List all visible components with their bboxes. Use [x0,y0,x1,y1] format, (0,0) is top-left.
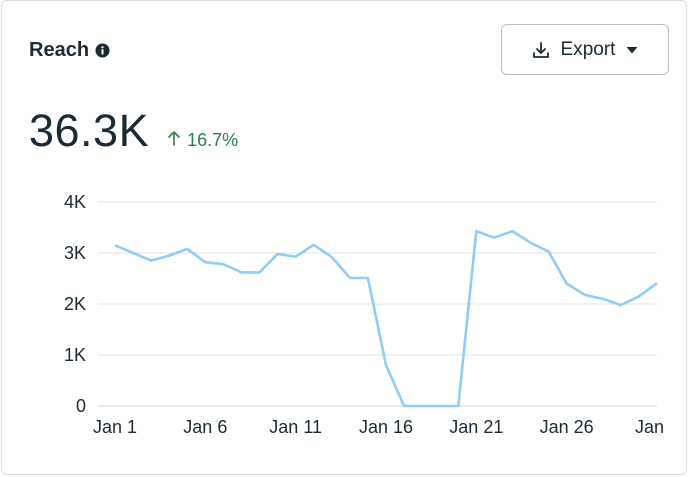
data-point[interactable] [581,291,589,299]
data-point[interactable] [635,292,643,300]
data-point[interactable] [219,260,227,268]
data-point[interactable] [617,301,625,309]
y-tick-label: 2K [64,294,86,314]
export-button[interactable]: Export [501,24,669,75]
export-label: Export [560,38,616,60]
data-point[interactable] [508,227,516,235]
data-point[interactable] [418,402,426,410]
data-point[interactable] [274,250,282,258]
download-icon [531,40,551,60]
x-tick-label: Jan 6 [183,417,227,437]
data-point[interactable] [147,257,155,265]
data-point[interactable] [490,234,498,242]
data-point[interactable] [436,402,444,410]
y-tick-label: 3K [64,243,86,263]
x-tick-label: Jan 11 [269,417,322,437]
data-point[interactable] [563,280,571,288]
info-circle-icon[interactable] [95,43,110,58]
data-point[interactable] [111,241,119,249]
data-point[interactable] [129,249,137,257]
data-point[interactable] [165,252,173,260]
data-point[interactable] [653,279,661,287]
delta-indicator: 16.7% [167,130,238,151]
data-point[interactable] [454,402,462,410]
x-tick-label: Jan 1 [93,417,137,437]
data-point[interactable] [328,253,336,261]
data-point[interactable] [364,274,372,282]
delta-value: 16.7% [187,130,239,150]
y-tick-label: 1K [64,345,86,365]
title-text: Reach [29,39,90,61]
metric-value: 36.3K [29,105,150,156]
y-tick-label: 4K [64,192,86,212]
data-point[interactable] [400,402,408,410]
caret-down-icon [625,45,639,55]
data-point[interactable] [472,227,480,235]
reach-series-line [114,229,658,408]
data-point[interactable] [545,247,553,255]
data-point[interactable] [382,361,390,369]
data-point[interactable] [201,258,209,266]
data-point[interactable] [256,268,264,276]
data-point[interactable] [237,268,245,276]
y-tick-label: 0 [76,396,86,416]
x-tick-label: Jan 16 [359,417,413,437]
reach-metric: 36.3K 16.7% [29,105,238,157]
arrow-up-icon [167,130,181,151]
x-tick-label: Jan 21 [449,417,503,437]
data-point[interactable] [292,253,300,261]
card-title: Reach [29,39,110,62]
data-point[interactable] [346,274,354,282]
x-tick-label: Jan 3 [635,417,679,437]
data-point[interactable] [183,245,191,253]
data-point[interactable] [527,239,535,247]
data-point[interactable] [599,295,607,303]
x-tick-label: Jan 26 [540,417,594,437]
data-point[interactable] [310,241,318,249]
